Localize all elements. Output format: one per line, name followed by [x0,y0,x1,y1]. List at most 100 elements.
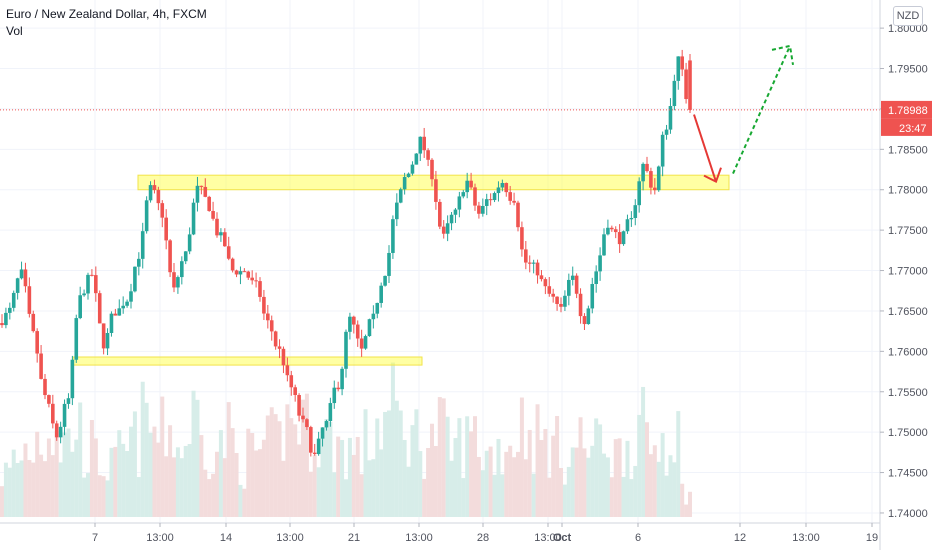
volume-bar [523,459,528,517]
volume-bar [93,438,98,517]
volume-bar [476,456,481,517]
volume-bar [140,381,145,517]
price-tick-label: 1.78500 [888,144,928,156]
candle-body [461,192,466,197]
volume-bar [344,479,348,517]
volume-bar [301,399,305,517]
candle-body [293,387,297,396]
volume-bar [27,460,32,517]
volume-bar [125,451,130,517]
volume-bar [629,479,634,517]
candle-body [74,318,79,360]
volume-bar [418,451,423,517]
price-tick-label: 1.76000 [888,346,928,358]
volume-bar [273,414,278,517]
candle-body [0,323,4,326]
volume-bar [543,428,548,517]
candle-body [484,199,489,206]
volume-bar [109,447,114,517]
candle-body [219,232,223,236]
candle-body [539,275,544,280]
volume-bar [672,462,677,517]
price-tick-label: 1.79500 [888,64,928,76]
currency-button[interactable]: NZD [893,6,923,26]
candle-body [207,196,211,211]
volume-bar [281,460,286,517]
candle-body [195,185,200,203]
candle-body [15,278,20,293]
volume-bar [89,420,94,517]
candle-body [676,56,681,81]
volume-bar [35,431,40,517]
volume-bar [449,460,454,517]
volume-bar [312,455,317,517]
candle-body [254,280,258,282]
volume-bar [332,472,337,517]
volume-bar [441,398,446,517]
candle-body [477,205,481,214]
volume-bar [688,491,692,517]
candle-body [215,218,219,236]
volume-bar [676,411,681,517]
symbol-title[interactable]: Euro / New Zealand Dollar, 4h, FXCM [6,7,207,21]
volume-bar [308,471,313,517]
volume-bar [156,442,161,517]
volume-bar [453,437,458,517]
volume-bar [582,448,587,517]
candle-body [574,275,579,294]
time-tick-label: 14 [220,532,232,544]
candle-body [82,293,86,296]
volume-bar [336,436,341,517]
candle-body [375,302,380,314]
candle-body [520,227,524,250]
volume-bar [656,461,661,517]
candle-body [340,368,344,390]
time-tick-label: 13:00 [276,532,304,544]
candle-body [543,279,548,287]
candle-body [305,419,309,428]
volume-bar [54,431,59,517]
last-price-badge [881,100,932,119]
volume-bar [375,418,380,517]
candle-body [371,313,376,320]
volume-bar [504,451,509,517]
candle-body [281,348,286,366]
candle-body [125,301,129,306]
down-arrowhead [703,167,722,184]
volume-bar [121,443,126,517]
candle-body [35,331,39,354]
candle-body [230,258,235,271]
candle-body [156,190,161,204]
time-tick-label: 19 [866,532,878,544]
volume-bar [516,451,520,517]
time-tick-label: 13:00 [792,532,820,544]
candle-body [621,231,626,245]
candle-body [23,269,28,287]
candle-body [133,266,137,292]
candle-body [637,181,641,206]
candle-body [438,201,442,227]
volume-bar [316,467,321,517]
volume-bar [398,410,403,517]
candle-body [258,281,262,297]
volume-bar [351,454,356,517]
volume-bar [293,424,298,517]
candle-body [109,313,114,333]
volume-indicator-label[interactable]: Vol [6,24,23,38]
candle-body [598,255,602,272]
candle-body [312,452,317,455]
candle-body [594,271,598,284]
volume-bar [566,466,571,517]
volume-bar [484,450,489,517]
candle-body [688,60,692,110]
price-tick-label: 1.75000 [888,427,928,439]
candle-body [246,271,251,278]
candle-body [70,359,75,399]
candle-body [379,285,383,303]
volume-bar [164,456,169,517]
volume-bar [488,446,493,517]
candle-body [39,353,43,379]
volume-bar [457,418,462,517]
